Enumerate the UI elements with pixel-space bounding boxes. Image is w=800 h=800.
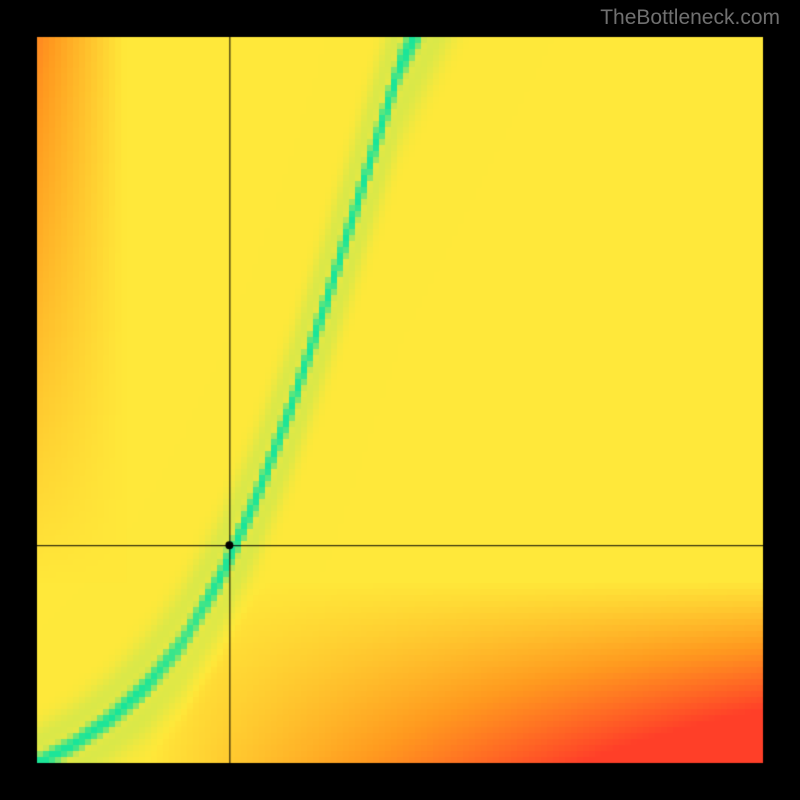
watermark-text: TheBottleneck.com xyxy=(600,6,780,30)
heatmap-canvas xyxy=(0,0,800,800)
chart-container: TheBottleneck.com xyxy=(0,0,800,800)
